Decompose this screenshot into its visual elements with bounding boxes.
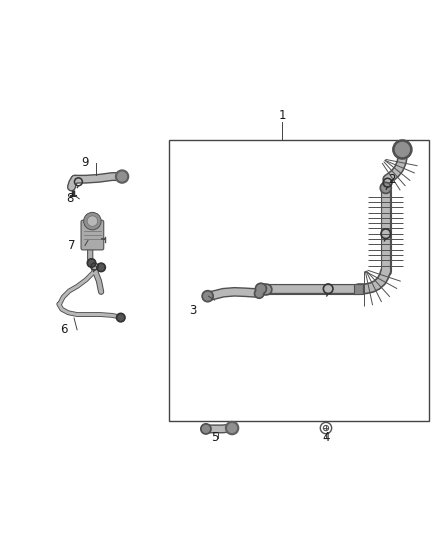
FancyBboxPatch shape [354, 284, 363, 294]
Text: 3: 3 [189, 304, 197, 317]
Circle shape [118, 172, 127, 181]
Circle shape [87, 259, 96, 268]
Text: 1: 1 [279, 109, 286, 123]
Circle shape [117, 313, 125, 322]
Circle shape [257, 285, 265, 293]
Text: 4: 4 [322, 431, 330, 444]
Text: 9: 9 [81, 156, 88, 169]
Circle shape [118, 315, 124, 320]
Circle shape [382, 184, 390, 192]
Circle shape [396, 142, 410, 157]
Text: 7: 7 [68, 239, 76, 252]
Circle shape [228, 424, 237, 432]
Circle shape [226, 422, 239, 434]
Text: 8: 8 [66, 192, 74, 205]
Circle shape [254, 289, 264, 298]
Circle shape [202, 425, 209, 432]
Circle shape [87, 216, 98, 227]
Circle shape [380, 182, 392, 193]
Circle shape [89, 261, 94, 265]
Circle shape [201, 424, 211, 434]
Circle shape [393, 140, 412, 159]
Bar [169, 140, 428, 422]
Text: 6: 6 [60, 324, 68, 336]
Text: 2: 2 [388, 173, 395, 185]
Circle shape [99, 265, 104, 270]
Text: 5: 5 [211, 431, 218, 444]
Circle shape [255, 283, 267, 294]
Circle shape [84, 212, 101, 230]
Circle shape [202, 290, 213, 302]
Circle shape [116, 170, 129, 183]
FancyBboxPatch shape [81, 220, 104, 250]
Circle shape [204, 292, 212, 300]
Circle shape [97, 263, 106, 272]
Circle shape [256, 290, 262, 297]
